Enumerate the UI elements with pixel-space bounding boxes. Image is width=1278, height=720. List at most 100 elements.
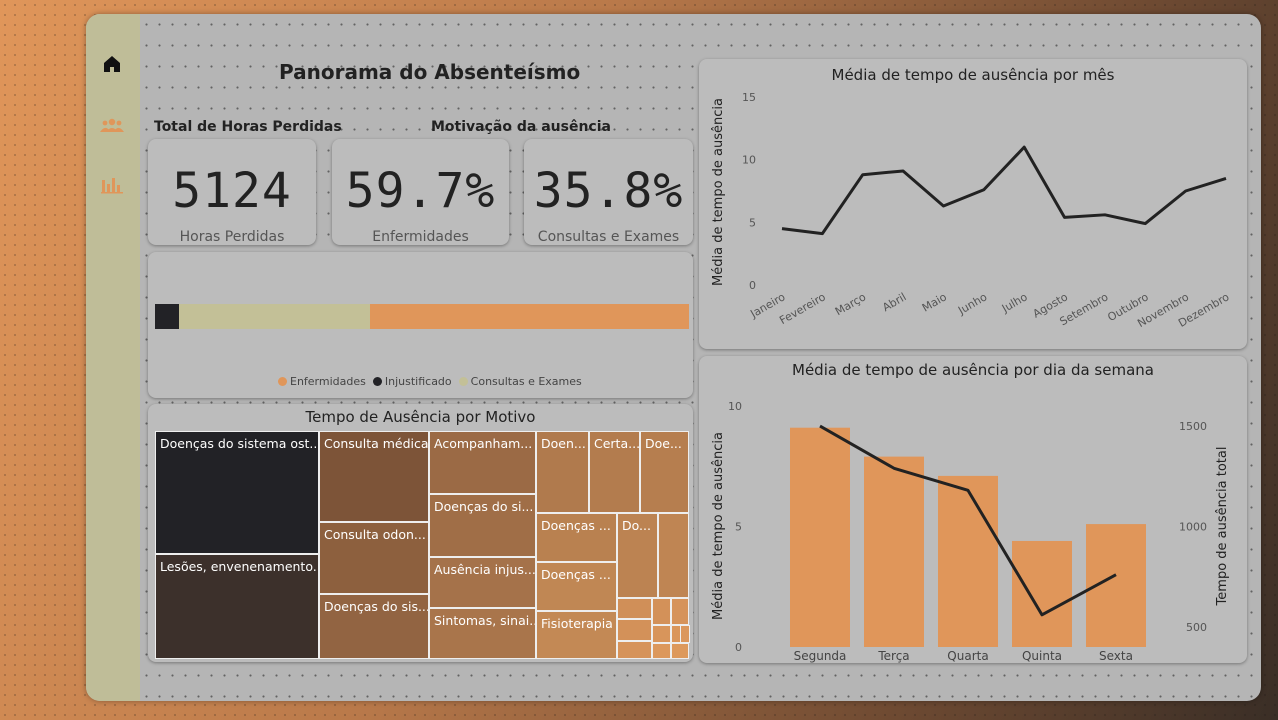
- legend-label[interactable]: Injustificado: [384, 375, 452, 388]
- stacked-bar: [155, 304, 689, 329]
- data-point[interactable]: [820, 231, 825, 236]
- treemap-cell[interactable]: Certa...: [589, 431, 640, 513]
- y-axis-label: Média de tempo de ausência: [711, 98, 726, 286]
- legend-dot-injustificado: [372, 377, 382, 386]
- treemap-cell[interactable]: [617, 598, 652, 619]
- stacked-bar-card: Enfermidades Injustificado Consultas e E…: [148, 252, 693, 398]
- stacked-bar-segment[interactable]: [370, 304, 689, 329]
- data-point[interactable]: [1102, 212, 1107, 217]
- stacked-bar-segment[interactable]: [179, 304, 371, 329]
- treemap-cell[interactable]: Acompanham...: [429, 431, 536, 494]
- kpi-label: Enfermidades: [372, 229, 469, 245]
- series-line[interactable]: [819, 424, 1117, 617]
- treemap-cell[interactable]: Consulta odon...: [319, 522, 429, 594]
- kpi-label: Horas Perdidas: [179, 229, 285, 245]
- treemap-cell[interactable]: Doenças do sis...: [319, 594, 429, 659]
- legend-label[interactable]: Consultas e Exames: [470, 375, 582, 388]
- treemap-cell[interactable]: [617, 619, 652, 641]
- x-tick-label: Segunda: [794, 649, 847, 663]
- kpi-card-hours: 5124 Horas Perdidas: [148, 139, 316, 245]
- bar-chart-icon[interactable]: [100, 172, 124, 196]
- treemap-cell[interactable]: [652, 598, 671, 625]
- data-point[interactable]: [1062, 215, 1067, 220]
- bar[interactable]: [938, 475, 998, 647]
- data-point[interactable]: [1022, 145, 1027, 150]
- monthly-line-chart: Média de tempo de ausência por mês Média …: [711, 66, 1232, 330]
- treemap-card: Tempo de Ausência por Motivo Doenças do …: [148, 404, 693, 662]
- treemap-cell[interactable]: [652, 625, 671, 643]
- x-tick-label: Terça: [877, 649, 909, 663]
- treemap-cell[interactable]: [671, 598, 689, 625]
- y-tick-label: 15: [742, 91, 756, 104]
- section-label-motivation: Motivação da ausência: [431, 119, 611, 135]
- stacked-bar-segment[interactable]: [155, 304, 180, 329]
- monthly-line-chart-card: Média de tempo de ausência por mês Média …: [699, 59, 1247, 349]
- treemap-cell[interactable]: Doenças do sistema ost...: [155, 431, 319, 554]
- treemap-cell[interactable]: [617, 641, 652, 659]
- x-tick-label: Julho: [999, 290, 1030, 315]
- people-icon[interactable]: [100, 113, 124, 137]
- treemap-cell[interactable]: Doen...: [536, 431, 589, 513]
- treemap-cell[interactable]: Do...: [617, 513, 658, 598]
- weekday-combo-chart-card: Média de tempo de ausência por dia da se…: [699, 356, 1247, 663]
- y2-tick-label: 1500: [1179, 420, 1207, 433]
- treemap-title: Tempo de Ausência por Motivo: [305, 408, 536, 426]
- y-tick-label: 10: [728, 400, 742, 413]
- data-point[interactable]: [1143, 221, 1148, 226]
- series-line[interactable]: [781, 145, 1227, 236]
- x-tick-label: Maio: [920, 290, 949, 314]
- y2-tick-label: 1000: [1179, 521, 1207, 534]
- chart-title: Média de tempo de ausência por mês: [832, 66, 1115, 84]
- treemap-cell[interactable]: Doenças ...: [536, 513, 617, 562]
- treemap-cell[interactable]: [652, 643, 671, 659]
- y-axis-label: Média de tempo de ausência: [711, 432, 726, 620]
- report-canvas: Panorama do Absenteísmo Total de Horas P…: [86, 14, 1261, 701]
- y-tick-label: 5: [735, 521, 742, 534]
- y-tick-label: 0: [749, 279, 756, 292]
- kpi-value: 59.7%: [345, 163, 496, 219]
- legend-dot-enfermidades: [278, 377, 287, 386]
- legend-dot-consultas: [458, 377, 468, 386]
- y2-axis-label: Tempo de ausência total: [1215, 447, 1230, 607]
- stacked-bar-legend: Enfermidades Injustificado Consultas e E…: [278, 375, 582, 388]
- treemap-cell[interactable]: [671, 643, 689, 659]
- treemap-cell[interactable]: Doenças do si...: [429, 494, 536, 557]
- kpi-value: 5124: [172, 163, 292, 219]
- treemap-cell[interactable]: Sintomas, sinai...: [429, 608, 536, 659]
- chart-title: Média de tempo de ausência por dia da se…: [792, 361, 1154, 379]
- treemap-cell[interactable]: Doe...: [640, 431, 689, 513]
- treemap-cell[interactable]: Consulta médica: [319, 431, 429, 522]
- data-point[interactable]: [901, 168, 906, 173]
- bar[interactable]: [1012, 540, 1072, 647]
- data-point[interactable]: [860, 172, 865, 177]
- x-tick-label: Fevereiro: [777, 290, 828, 327]
- home-icon[interactable]: [100, 52, 124, 76]
- y-tick-label: 5: [749, 216, 756, 229]
- x-tick-label: Abril: [880, 290, 908, 314]
- y-tick-label: 10: [742, 154, 756, 167]
- data-point[interactable]: [981, 187, 986, 192]
- treemap-cell[interactable]: Doenças ...: [536, 562, 617, 611]
- bar[interactable]: [790, 427, 850, 647]
- section-label-total-hours: Total de Horas Perdidas: [154, 119, 342, 135]
- legend-label[interactable]: Enfermidades: [290, 375, 366, 388]
- x-tick-label: Quarta: [947, 649, 988, 663]
- x-tick-label: Quinta: [1022, 649, 1062, 663]
- data-point[interactable]: [1224, 176, 1229, 181]
- x-tick-label: Junho: [955, 290, 989, 317]
- treemap-cell[interactable]: [658, 513, 689, 598]
- treemap-cell[interactable]: Ausência injus...: [429, 557, 536, 608]
- bar[interactable]: [864, 456, 924, 647]
- kpi-card-enfermidades: 59.7% Enfermidades: [332, 139, 509, 245]
- x-tick-label: Sexta: [1099, 649, 1133, 663]
- page-title: Panorama do Absenteísmo: [279, 60, 581, 84]
- treemap-cell[interactable]: [680, 625, 690, 643]
- sidebar-nav: [86, 14, 140, 701]
- data-point[interactable]: [941, 204, 946, 209]
- kpi-card-consultas: 35.8% Consultas e Exames: [524, 139, 693, 245]
- data-point[interactable]: [1183, 189, 1188, 194]
- treemap-cell[interactable]: Lesões, envenenamento...: [155, 554, 319, 659]
- y-tick-label: 0: [735, 641, 742, 654]
- data-point[interactable]: [780, 226, 785, 231]
- treemap-cell[interactable]: Fisioterapia: [536, 611, 617, 659]
